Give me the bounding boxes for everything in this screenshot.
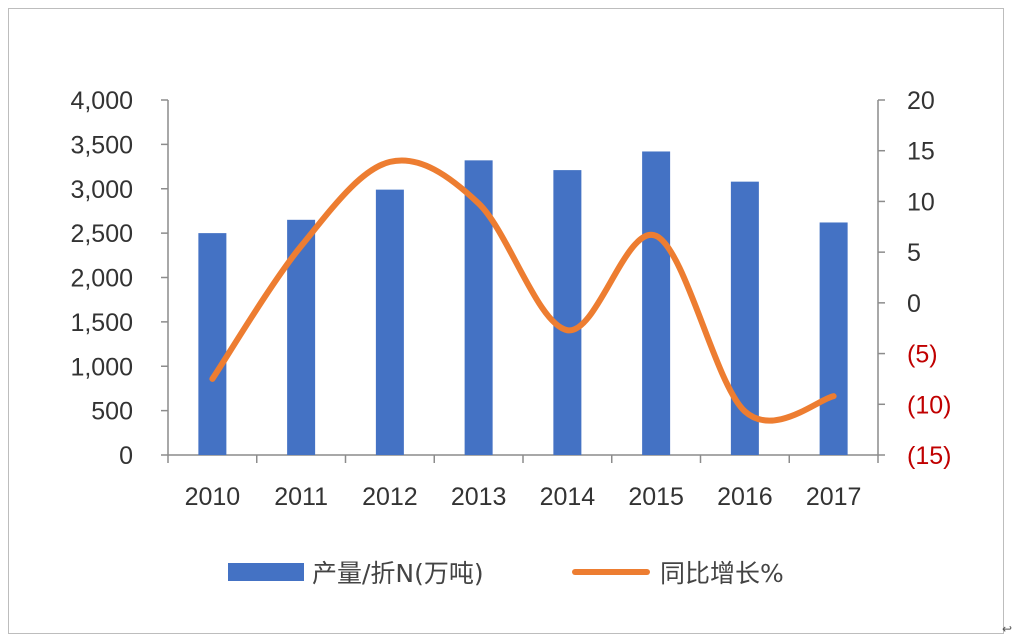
line-growth — [209, 157, 837, 424]
left-tick-label: 500 — [91, 398, 133, 426]
bar-production — [375, 189, 404, 455]
chart-frame — [8, 8, 1004, 634]
legend-label-production: 产量/折N(万吨) — [312, 559, 484, 588]
right-tick-label: 10 — [907, 188, 935, 216]
bar-production — [642, 151, 671, 455]
x-tick-label: 2015 — [628, 483, 684, 511]
right-tick-label: (10) — [907, 391, 951, 419]
x-tick-label: 2016 — [717, 483, 773, 511]
left-tick-label: 1,000 — [70, 353, 133, 381]
x-tick-label: 2013 — [451, 483, 507, 511]
right-tick-label: 5 — [907, 239, 921, 267]
bar-production — [819, 222, 848, 455]
right-tick-label: 15 — [907, 138, 935, 166]
legend-item-production: 产量/折N(万吨) — [228, 552, 484, 592]
legend-swatch-bar — [228, 563, 304, 581]
right-tick-label: (15) — [907, 442, 951, 470]
left-tick-label: 3,000 — [70, 176, 133, 204]
bar-production — [198, 233, 227, 455]
bar-production — [553, 170, 582, 456]
corner-return-mark: ↩ — [1001, 622, 1012, 636]
x-tick-label: 2010 — [185, 483, 241, 511]
right-tick-label: 20 — [907, 87, 935, 115]
right-tick-label: (5) — [907, 341, 938, 369]
legend-swatch-line — [572, 569, 650, 575]
x-tick-label: 2012 — [362, 483, 418, 511]
left-tick-label: 1,500 — [70, 309, 133, 337]
left-tick-label: 2,500 — [70, 220, 133, 248]
left-tick-label: 0 — [119, 442, 133, 470]
left-tick-label: 3,500 — [70, 131, 133, 159]
left-tick-label: 4,000 — [70, 87, 133, 115]
legend-item-growth: 同比增长% — [572, 552, 784, 592]
right-tick-label: 0 — [907, 290, 921, 318]
x-tick-label: 2011 — [274, 483, 328, 511]
x-tick-label: 2017 — [806, 483, 862, 511]
left-tick-label: 2,000 — [70, 265, 133, 293]
legend-label-growth: 同比增长% — [660, 559, 784, 588]
x-tick-label: 2014 — [540, 483, 596, 511]
